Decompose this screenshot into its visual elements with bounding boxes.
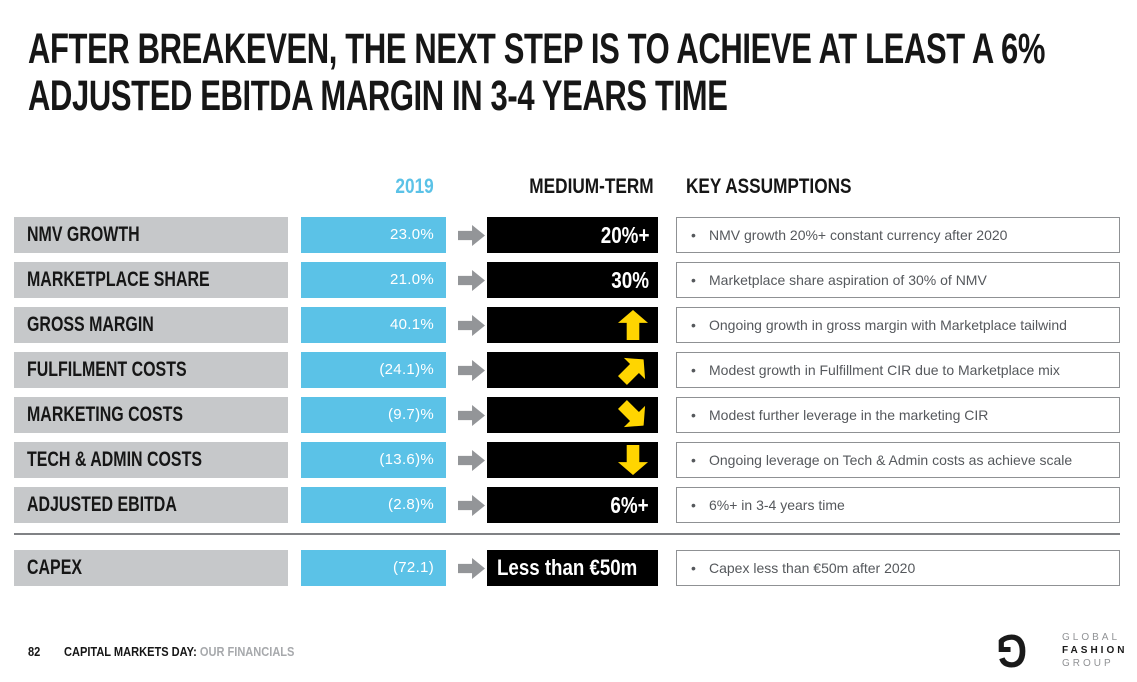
medium-term-box: 20%+ — [487, 217, 658, 253]
trend-down-right-icon — [612, 394, 654, 436]
assumption-box: • Ongoing growth in gross margin with Ma… — [676, 307, 1120, 343]
assumption-text: Ongoing leverage on Tech & Admin costs a… — [709, 452, 1073, 468]
page-title: AFTER BREAKEVEN, THE NEXT STEP IS TO ACH… — [28, 26, 1137, 120]
transition-arrow-icon — [446, 487, 501, 523]
transition-arrow-icon — [446, 217, 501, 253]
gfg-logo-mark: GFG — [998, 625, 1051, 682]
assumption-box: • NMV growth 20%+ constant currency afte… — [676, 217, 1120, 253]
transition-arrow-icon — [446, 307, 501, 343]
column-header-2019: 2019 — [395, 175, 434, 198]
table-row-capex: CAPEX (72.1) Less than €50m • Capex less… — [14, 550, 1120, 586]
medium-term-box — [487, 397, 658, 433]
assumption-box: • Marketplace share aspiration of 30% of… — [676, 262, 1120, 298]
value-2019: (72.1) — [301, 550, 446, 586]
assumption-box: • Capex less than €50m after 2020 — [676, 550, 1120, 586]
value-2019: (13.6)% — [301, 442, 446, 478]
value-2019: 23.0% — [301, 217, 446, 253]
value-2019: 40.1% — [301, 307, 446, 343]
trend-up-icon — [618, 310, 648, 340]
medium-term-box: 6%+ — [487, 487, 658, 523]
bullet-icon: • — [691, 227, 696, 243]
assumption-text: Capex less than €50m after 2020 — [709, 560, 916, 576]
medium-term-box — [487, 352, 658, 388]
value-2019: (9.7)% — [301, 397, 446, 433]
page-number: 82 — [28, 644, 41, 659]
row-label: FULFILMENT COSTS — [14, 352, 288, 388]
transition-arrow-icon — [446, 352, 501, 388]
logo-line-fashion: FASHION — [1062, 645, 1128, 656]
row-label: NMV GROWTH — [14, 217, 288, 253]
bullet-icon: • — [691, 272, 696, 288]
value-2019: (24.1)% — [301, 352, 446, 388]
footer-section: OUR FINANCIALS — [196, 644, 295, 659]
assumption-text: Ongoing growth in gross margin with Mark… — [709, 317, 1067, 333]
footer-title: CAPITAL MARKETS DAY: — [64, 644, 197, 659]
assumption-text: 6%+ in 3-4 years time — [709, 497, 845, 513]
transition-arrow-icon — [446, 397, 501, 433]
value-2019: (2.8)% — [301, 487, 446, 523]
column-header-medium-term: MEDIUM-TERM — [529, 175, 654, 198]
medium-term-box: Less than €50m — [487, 550, 658, 586]
bullet-icon: • — [691, 560, 696, 576]
assumption-text: Marketplace share aspiration of 30% of N… — [709, 272, 987, 288]
medium-term-box — [487, 442, 658, 478]
assumption-text: NMV growth 20%+ constant currency after … — [709, 227, 1008, 243]
table-row: MARKETING COSTS (9.7)% • Modest further … — [14, 397, 1120, 433]
table-row: TECH & ADMIN COSTS (13.6)% • Ongoing lev… — [14, 442, 1120, 478]
assumption-box: • 6%+ in 3-4 years time — [676, 487, 1120, 523]
assumption-text: Modest growth in Fulfillment CIR due to … — [709, 362, 1060, 378]
medium-term-box — [487, 307, 658, 343]
row-label: TECH & ADMIN COSTS — [14, 442, 288, 478]
column-header-key-assumptions: KEY ASSUMPTIONS — [686, 175, 852, 198]
bullet-icon: • — [691, 452, 696, 468]
assumption-box: • Modest growth in Fulfillment CIR due t… — [676, 352, 1120, 388]
page-title-line2: ADJUSTED EBITDA MARGIN IN 3-4 YEARS TIME — [28, 72, 728, 120]
logo-line-group: GROUP — [1062, 658, 1114, 669]
bullet-icon: • — [691, 317, 696, 333]
row-label: ADJUSTED EBITDA — [14, 487, 288, 523]
logo-line-global: GLOBAL — [1062, 632, 1121, 643]
bullet-icon: • — [691, 362, 696, 378]
table-row: NMV GROWTH 23.0% 20%+ • NMV growth 20%+ … — [14, 217, 1120, 253]
section-divider — [14, 533, 1120, 535]
row-label: GROSS MARGIN — [14, 307, 288, 343]
row-label: MARKETING COSTS — [14, 397, 288, 433]
transition-arrow-icon — [446, 442, 501, 478]
bullet-icon: • — [691, 407, 696, 423]
bullet-icon: • — [691, 497, 696, 513]
value-2019: 21.0% — [301, 262, 446, 298]
assumption-text: Modest further leverage in the marketing… — [709, 407, 989, 423]
transition-arrow-icon — [446, 550, 501, 586]
transition-arrow-icon — [446, 262, 501, 298]
row-label: MARKETPLACE SHARE — [14, 262, 288, 298]
row-label: CAPEX — [14, 550, 288, 586]
gfg-logo-text: GLOBAL FASHION GROUP — [1062, 631, 1127, 670]
table-row: MARKETPLACE SHARE 21.0% 30% • Marketplac… — [14, 262, 1120, 298]
medium-term-box: 30% — [487, 262, 658, 298]
table-row: ADJUSTED EBITDA (2.8)% 6%+ • 6%+ in 3-4 … — [14, 487, 1120, 523]
assumption-box: • Modest further leverage in the marketi… — [676, 397, 1120, 433]
page-title-line1: AFTER BREAKEVEN, THE NEXT STEP IS TO ACH… — [28, 25, 1045, 73]
trend-down-icon — [618, 445, 648, 475]
table-row: GROSS MARGIN 40.1% • Ongoing growth in g… — [14, 307, 1120, 343]
trend-up-right-icon — [612, 349, 654, 391]
assumption-box: • Ongoing leverage on Tech & Admin costs… — [676, 442, 1120, 478]
table-row: FULFILMENT COSTS (24.1)% • Modest growth… — [14, 352, 1120, 388]
